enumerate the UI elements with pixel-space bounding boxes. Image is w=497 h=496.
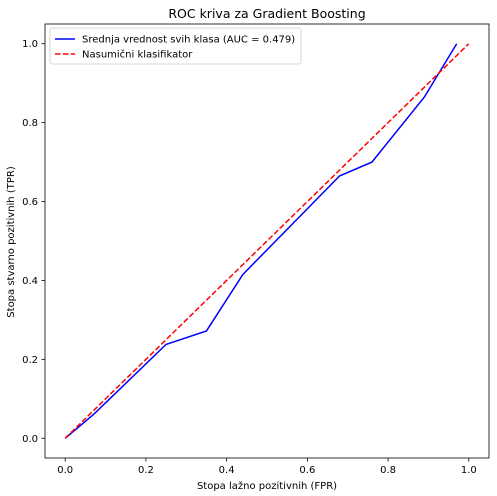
y-tick-label-2: 0.4 bbox=[22, 276, 38, 287]
x-tick-label-2: 0.4 bbox=[219, 465, 235, 476]
x-tick-label-5: 1.0 bbox=[461, 465, 477, 476]
x-axis-label: Stopa lažno pozitivnih (FPR) bbox=[197, 480, 337, 492]
plot-frame bbox=[44, 23, 490, 459]
plot-area: 0.0 0.2 0.4 0.6 0.8 1.0 0.0 0.2 0.4 0.6 0.8 1.0 Sred… bbox=[22, 23, 490, 476]
x-tick-label-4: 0.8 bbox=[380, 465, 396, 476]
legend: Srednja vrednost svih klasa (AUC = 0.479… bbox=[49, 27, 302, 65]
y-tick-label-3: 0.6 bbox=[22, 197, 38, 208]
y-axis-label: Stopa stvarno pozitivnih (TPR) bbox=[6, 166, 17, 318]
chart-title: ROC kriva za Gradient Boosting bbox=[168, 6, 365, 21]
y-tick-label-4: 0.8 bbox=[22, 118, 38, 129]
x-tick-label-3: 0.6 bbox=[299, 465, 315, 476]
x-tick-label-0: 0.0 bbox=[57, 465, 73, 476]
series-line-1 bbox=[64, 43, 470, 439]
y-tick-label-1: 0.2 bbox=[22, 355, 38, 366]
legend-box bbox=[49, 27, 302, 65]
y-tick-label-5: 1.0 bbox=[22, 39, 38, 50]
y-tick-label-0: 0.0 bbox=[22, 434, 38, 445]
x-tick-label-1: 0.2 bbox=[138, 465, 154, 476]
legend-label-1: Nasumični klasifikator bbox=[82, 49, 193, 61]
legend-label-0: Srednja vrednost svih klasa (AUC = 0.479… bbox=[82, 35, 295, 46]
series-line-0 bbox=[64, 43, 458, 439]
